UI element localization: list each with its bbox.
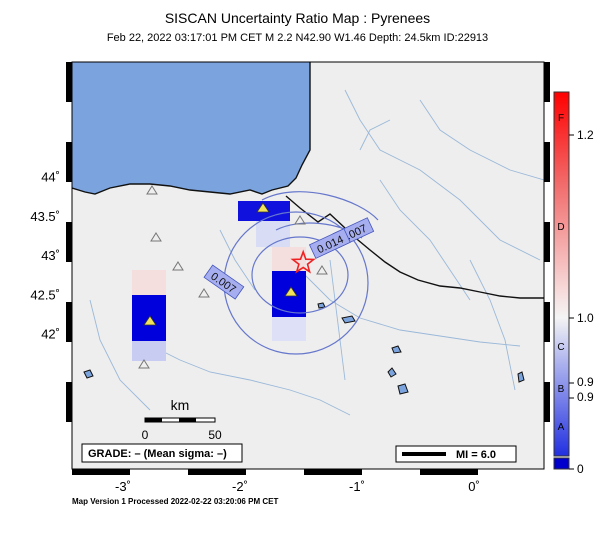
latitude-labels: 44˚ 43.5˚ 43˚ 42.5˚ 42˚ — [30, 170, 60, 342]
footer-version: Map Version 1 Processed 2022-02-22 03:20… — [72, 497, 279, 506]
stations — [138, 185, 328, 369]
station-triangle — [256, 202, 270, 213]
latitude-tick-label: 42.5˚ — [30, 287, 60, 302]
grade-label-a: A — [558, 422, 565, 433]
scale-start: 0 — [142, 428, 149, 442]
colorbar-value: 0 — [577, 462, 584, 476]
grade-text: GRADE: – (Mean sigma: –) — [88, 448, 227, 460]
longitude-tick-label: -2˚ — [232, 479, 248, 494]
colorbar: F D C B A 1.2 1.0 0.9 0.9 0 — [553, 91, 594, 476]
mi-legend-box — [395, 445, 517, 463]
colorbar-value: 1.2 — [577, 128, 594, 142]
contour-arc — [261, 191, 379, 221]
colorbar-min-swatch — [553, 457, 570, 470]
map-title: SISCAN Uncertainty Ratio Map : Pyrenees — [164, 10, 431, 26]
scale-bar: km 0 50 — [142, 397, 222, 442]
station-triangle — [284, 286, 298, 297]
epicenter-star — [290, 249, 316, 274]
colorbar-gradient — [553, 91, 570, 457]
latitude-tick-label: 43˚ — [41, 248, 60, 263]
colorbar-value: 1.0 — [577, 311, 594, 325]
event-info: Feb 22, 2022 03:17:01 PM CET M 2.2 N42.9… — [106, 32, 489, 44]
grade-label-b: B — [558, 384, 565, 395]
sea-bay-of-biscay — [72, 62, 310, 194]
coastline — [72, 62, 311, 195]
station-triangle-hollow — [172, 261, 184, 271]
latitude-tick-label: 44˚ — [41, 170, 60, 185]
grade-label-f: F — [558, 113, 564, 124]
longitude-tick-label: 0˚ — [468, 479, 480, 494]
lakes — [83, 302, 525, 395]
grid-cell — [272, 317, 306, 341]
scale-end: 50 — [208, 428, 222, 442]
grid-cell — [256, 221, 290, 247]
station-triangle-hollow — [316, 265, 328, 275]
station-triangle-hollow — [138, 359, 150, 369]
latitude-tick-label: 43.5˚ — [30, 209, 60, 224]
station-triangle-hollow — [294, 215, 306, 225]
rivers — [89, 89, 544, 416]
longitude-tick-label: -3˚ — [115, 479, 131, 494]
latitude-tick-label: 42˚ — [41, 327, 60, 342]
longitude-labels: -3˚ -2˚ -1˚ 0˚ — [115, 479, 480, 494]
mi-legend-text: MI = 6.0 — [456, 449, 496, 461]
frame-ticks — [66, 62, 550, 475]
longitude-tick-label: -1˚ — [349, 479, 365, 494]
station-triangle — [143, 315, 157, 326]
station-triangle-hollow — [146, 185, 158, 195]
grade-label-c: C — [557, 342, 564, 353]
station-triangle-hollow — [198, 288, 210, 298]
grid-cell — [132, 270, 166, 295]
colorbar-value: 0.9 — [577, 390, 594, 404]
station-triangle-hollow — [150, 232, 162, 242]
contour-inner — [251, 236, 349, 314]
scale-title: km — [171, 397, 190, 413]
grade-label-d: D — [557, 222, 564, 233]
national-border — [285, 195, 544, 299]
grade-box — [81, 443, 243, 463]
colorbar-value: 0.9 — [577, 375, 594, 389]
grid-cell — [132, 341, 166, 361]
